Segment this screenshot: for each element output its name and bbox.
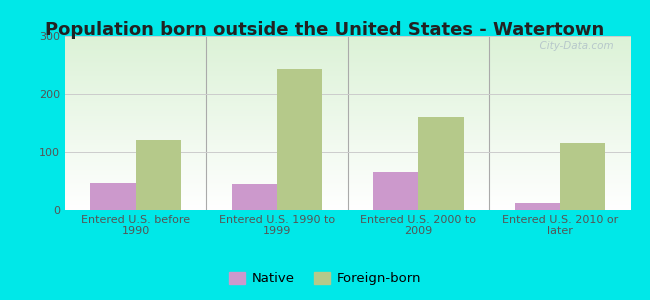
- Bar: [90, 183, 136, 210]
- Text: City-Data.com: City-Data.com: [533, 41, 614, 51]
- Text: Population born outside the United States - Watertown: Population born outside the United State…: [46, 21, 605, 39]
- Bar: [232, 184, 277, 210]
- Bar: [277, 69, 322, 210]
- Bar: [419, 117, 463, 210]
- Bar: [136, 140, 181, 210]
- Bar: [515, 203, 560, 210]
- Bar: [373, 172, 419, 210]
- Legend: Native, Foreign-born: Native, Foreign-born: [224, 266, 426, 290]
- Bar: [560, 143, 605, 210]
